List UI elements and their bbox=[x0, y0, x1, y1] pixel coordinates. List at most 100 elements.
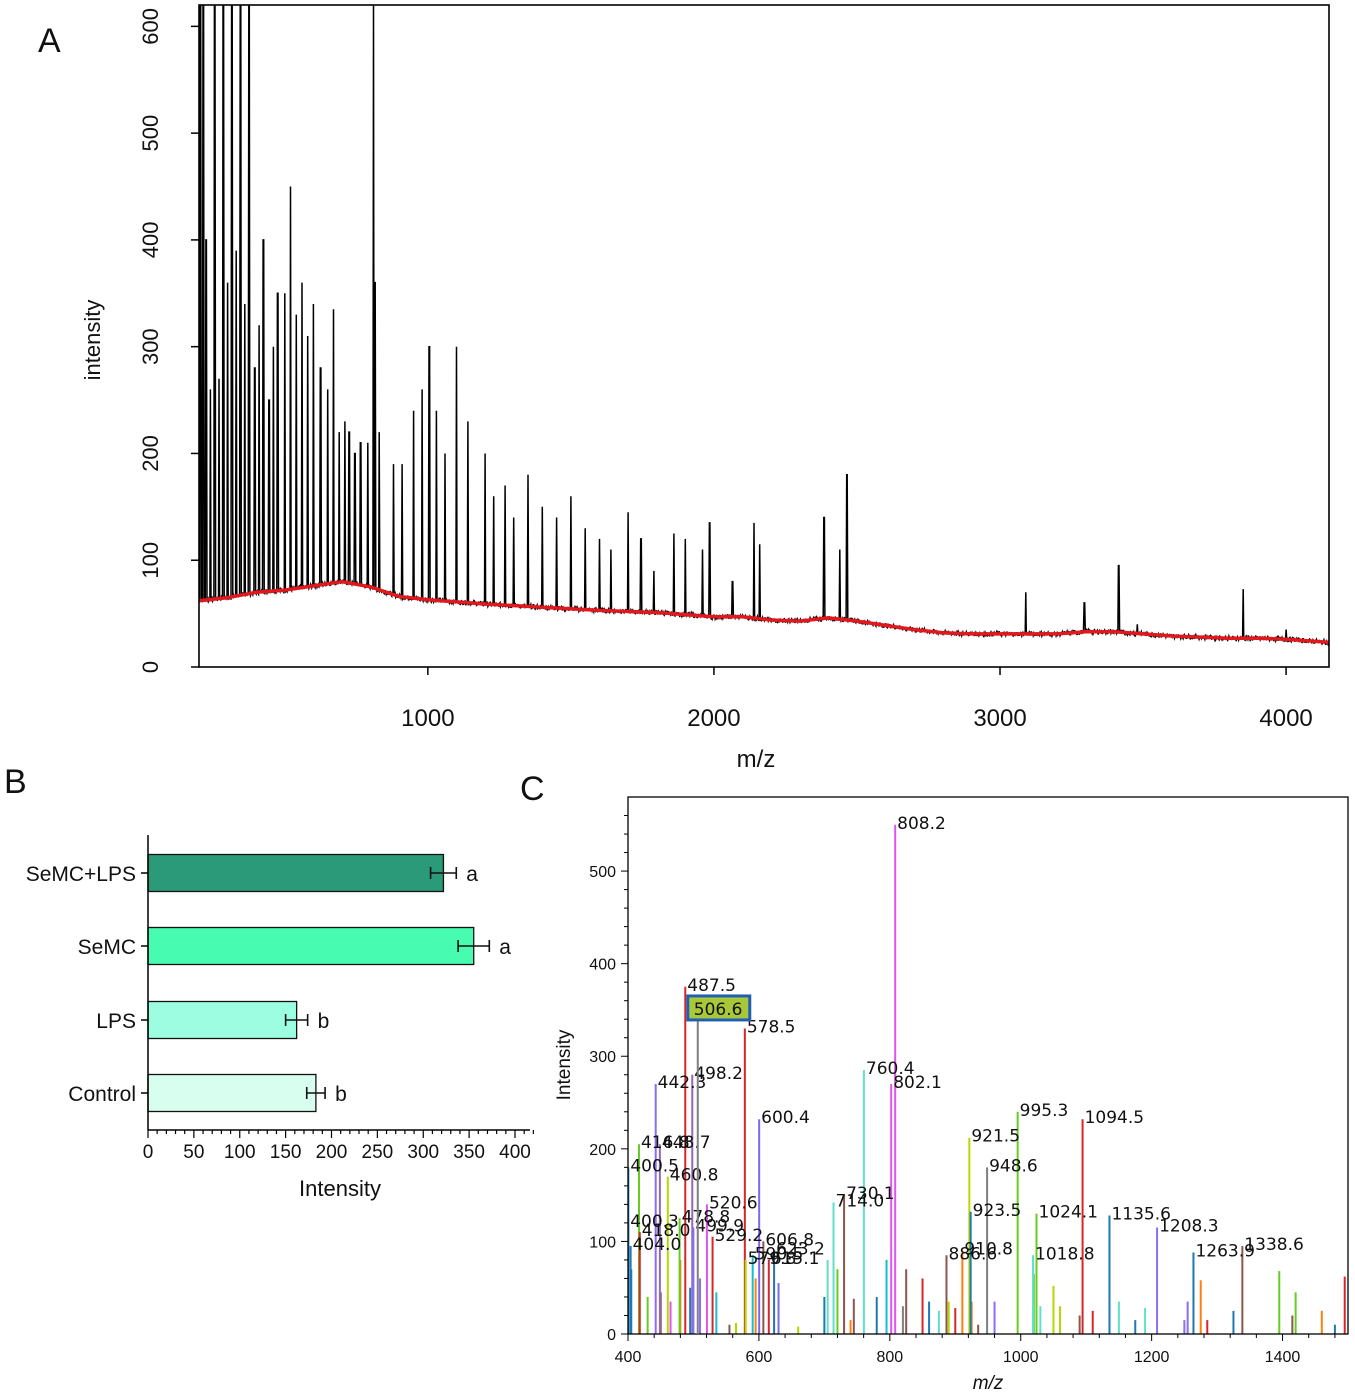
panel-b-x-tick-label: 350 bbox=[453, 1142, 485, 1163]
panel-c-x-tick-label: 800 bbox=[876, 1349, 903, 1366]
panel-b-significance-letter: a bbox=[499, 936, 511, 959]
panel-a-baseline-line bbox=[199, 579, 1329, 645]
panel-c-peak-label: 487.5 bbox=[687, 976, 736, 996]
panel-c-peak-label: 1018.8 bbox=[1035, 1244, 1094, 1264]
panel-c-frame bbox=[627, 796, 1349, 1335]
panel-b-category-label: SeMC+LPS bbox=[26, 863, 136, 886]
panel-a-label: A bbox=[38, 22, 61, 60]
panel-b-significance-letter: a bbox=[466, 863, 478, 886]
panel-c-minor-peaks bbox=[630, 1259, 1346, 1334]
panel-a-x-tick-label: 2000 bbox=[687, 705, 740, 732]
panel-c-peak-label: 923.5 bbox=[973, 1201, 1022, 1221]
panel-b-x-axis: 0 50 100 150 200 250 300 350 400 bbox=[143, 1130, 534, 1163]
panel-c-peak-label: 400.3 bbox=[630, 1212, 679, 1232]
panel-c-x-tick-label: 1000 bbox=[1003, 1349, 1039, 1366]
panel-b-x-tick-label: 0 bbox=[143, 1142, 154, 1163]
panel-a-y-tick-label: 600 bbox=[138, 8, 163, 45]
panel-b-category-label: SeMC bbox=[78, 936, 136, 959]
panel-c-peak-label: 1094.5 bbox=[1085, 1108, 1144, 1128]
panel-b-label: B bbox=[4, 763, 27, 801]
panel-c-peak-label: 808.2 bbox=[897, 814, 946, 834]
panel-c-highlight-label: 506.6 bbox=[694, 1000, 743, 1020]
panel-c-peak-label: 499.9 bbox=[695, 1217, 744, 1237]
panel-a-plot-area bbox=[199, 5, 1329, 647]
panel-c-peak-label: 606.8 bbox=[765, 1230, 814, 1250]
panel-c-highlight: 506.6 bbox=[686, 994, 752, 1334]
panel-c-peak-label: 529.2 bbox=[715, 1226, 764, 1246]
panel-c-peak-label: 1024.1 bbox=[1039, 1203, 1098, 1223]
panel-b-x-title: Intensity bbox=[299, 1176, 381, 1201]
panel-c-peak-label: 948.6 bbox=[989, 1156, 1038, 1176]
panel-a-y-tick-label: 200 bbox=[138, 435, 163, 472]
panel-c-peak-label: 760.4 bbox=[866, 1059, 915, 1079]
panel-b-chart: SeMC+LPS a SeMC a LPS b Control b 0 50 100 150 200 2… bbox=[26, 835, 534, 1201]
panel-a-x-tick-label: 1000 bbox=[401, 705, 454, 732]
panel-b-x-tick-label: 300 bbox=[407, 1142, 439, 1163]
panel-b-x-tick-label: 100 bbox=[224, 1142, 256, 1163]
panel-c-peak-label: 910.8 bbox=[964, 1240, 1013, 1260]
panel-c-peak-label: 416.8 bbox=[641, 1133, 690, 1153]
panel-c-peak-label: 442.3 bbox=[658, 1073, 707, 1093]
panel-a-x-axis: 1000 2000 3000 4000 bbox=[401, 667, 1313, 732]
panel-a-chart: 0 100 200 300 400 500 600 1000 2000 3000 4000 m/z… bbox=[80, 4, 1330, 773]
panel-c-peak-label: 730.1 bbox=[846, 1184, 895, 1204]
panel-b-category-label: Control bbox=[68, 1083, 136, 1106]
panel-c-peak-label: 1338.6 bbox=[1244, 1235, 1303, 1255]
panel-c-peak-label: 418.0 bbox=[642, 1221, 691, 1241]
panel-b-bar bbox=[147, 853, 445, 893]
panel-c-x-tick-label: 1200 bbox=[1134, 1349, 1170, 1366]
panel-c-peak-label: 1135.6 bbox=[1111, 1204, 1170, 1224]
panel-b-x-tick-label: 400 bbox=[499, 1142, 531, 1163]
panel-c-peak-label: 520.6 bbox=[709, 1193, 758, 1213]
panel-a-x-title: m/z bbox=[737, 746, 776, 773]
panel-c-peak-label: 460.8 bbox=[670, 1166, 719, 1186]
panel-b-x-tick-label: 50 bbox=[183, 1142, 204, 1163]
panel-c-peak-label: 714.0 bbox=[836, 1192, 885, 1212]
panel-a-y-tick-label: 500 bbox=[138, 115, 163, 152]
panel-c-y-tick-label: 300 bbox=[589, 1049, 616, 1066]
panel-a-y-axis: 0 100 200 300 400 500 600 bbox=[138, 8, 199, 673]
panel-b-bar bbox=[147, 926, 475, 966]
panel-c-peak-label: 623.2 bbox=[776, 1240, 825, 1260]
panel-c-y-tick-label: 200 bbox=[589, 1142, 616, 1159]
panel-a-spectrum-line bbox=[199, 5, 1329, 647]
panel-c-x-tick-label: 1400 bbox=[1265, 1349, 1301, 1366]
panel-b-significance-letter: b bbox=[318, 1010, 330, 1033]
panel-b-bars: SeMC+LPS a SeMC a LPS b Control b bbox=[26, 853, 511, 1113]
panel-c-y-tick-label: 500 bbox=[589, 864, 616, 881]
panel-b-category-label: LPS bbox=[96, 1010, 136, 1033]
panel-c-y-title: Intensity bbox=[554, 1029, 575, 1100]
panel-c-peak-label: 498.2 bbox=[694, 1064, 743, 1084]
panel-c-peak-label: 590.5 bbox=[755, 1244, 804, 1264]
panel-c-peak-label: 448.7 bbox=[662, 1133, 711, 1153]
panel-c-label: C bbox=[520, 770, 545, 808]
panel-c-peak-label: 579.8 bbox=[748, 1249, 797, 1269]
panel-a-y-tick-label: 0 bbox=[138, 661, 163, 673]
panel-c-peak-label: 478.8 bbox=[682, 1207, 731, 1227]
panel-a-y-tick-label: 100 bbox=[138, 542, 163, 579]
panel-b-significance-letter: b bbox=[335, 1083, 347, 1106]
panel-c-peak-label: 615.1 bbox=[771, 1249, 820, 1269]
panel-c-peak-label: 921.5 bbox=[971, 1127, 1020, 1147]
panel-c-peak-label: 400.5 bbox=[630, 1156, 679, 1176]
panel-a-y-tick-label: 300 bbox=[138, 328, 163, 365]
panel-a-x-tick-label: 4000 bbox=[1259, 705, 1312, 732]
panel-c-peak-label: 1263.9 bbox=[1195, 1242, 1254, 1262]
panel-b-bar bbox=[147, 1073, 317, 1113]
panel-a-x-tick-label: 3000 bbox=[973, 705, 1026, 732]
panel-b-x-tick-label: 150 bbox=[270, 1142, 302, 1163]
panel-c-x-axis: 400 600 800 1000 1200 1400 bbox=[615, 1334, 1336, 1366]
panel-c-x-tick-label: 600 bbox=[746, 1349, 773, 1366]
panel-b-x-tick-label: 200 bbox=[316, 1142, 348, 1163]
panel-c-peak-label: 578.5 bbox=[747, 1017, 796, 1037]
panel-b-x-tick-label: 250 bbox=[362, 1142, 394, 1163]
panel-c-peak-label: 1208.3 bbox=[1159, 1217, 1218, 1237]
panel-c-y-tick-label: 100 bbox=[589, 1234, 616, 1251]
panel-c-y-axis: 0 100 200 300 400 500 bbox=[589, 815, 628, 1344]
panel-c-peak-label: 995.3 bbox=[1020, 1101, 1069, 1121]
panel-c-y-tick-label: 400 bbox=[589, 957, 616, 974]
panel-c-highlight-box bbox=[686, 994, 752, 1022]
panel-c-peak-label: 886.6 bbox=[949, 1244, 998, 1264]
